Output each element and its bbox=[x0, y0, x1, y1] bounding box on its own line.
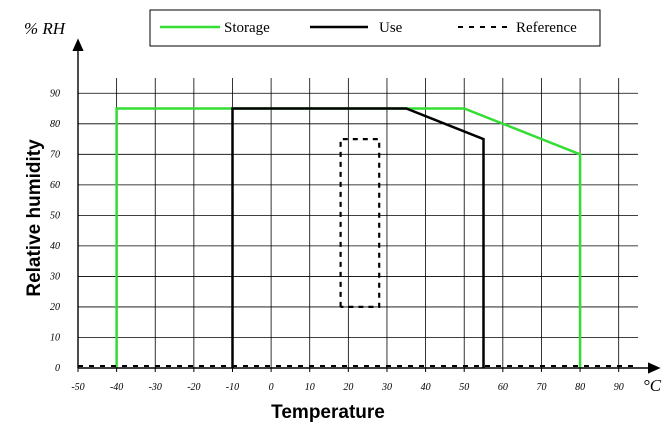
series-layer bbox=[78, 107, 638, 368]
y-tick-label: 20 bbox=[50, 302, 60, 313]
legend-box bbox=[149, 9, 601, 47]
x-tick-label: -30 bbox=[149, 382, 162, 393]
y-tick-labels: 0 10 20 30 40 50 60 70 80 90 bbox=[49, 88, 60, 374]
series-line-reference bbox=[339, 138, 381, 308]
legend-label-storage: Storage bbox=[224, 20, 270, 36]
y-tick-label: 40 bbox=[50, 241, 60, 252]
x-tick-label: -10 bbox=[226, 382, 239, 393]
x-tick-labels: -50 -40 -30 -20 -10 0 10 20 30 40 50 60 70 80 90 bbox=[71, 382, 623, 393]
y-unit-label: % RH bbox=[24, 19, 67, 38]
y-tick-label: 70 bbox=[50, 149, 60, 160]
x-axis-title: Temperature bbox=[271, 402, 385, 423]
x-tick-label: 10 bbox=[305, 382, 315, 393]
series-line-use bbox=[231, 107, 485, 368]
series-line-storage bbox=[115, 107, 582, 368]
x-tick-label: 30 bbox=[381, 382, 392, 393]
legend-label-use: Use bbox=[379, 20, 403, 36]
legend: Storage Use Reference bbox=[149, 9, 601, 47]
x-tick-label: 40 bbox=[421, 382, 431, 393]
x-tick-label: 90 bbox=[614, 382, 624, 393]
y-tick-label: 90 bbox=[50, 88, 60, 99]
x-tick-label: 70 bbox=[536, 382, 546, 393]
x-tick-label: -40 bbox=[110, 382, 123, 393]
x-unit-label: °C bbox=[643, 376, 662, 395]
plot-background bbox=[78, 78, 638, 368]
legend-label-reference: Reference bbox=[516, 20, 577, 36]
y-axis-title: Relative humidity bbox=[24, 139, 45, 297]
x-tick-label: 0 bbox=[269, 382, 274, 393]
y-tick-label: 10 bbox=[50, 332, 60, 343]
y-tick-label: 80 bbox=[50, 119, 60, 130]
x-tick-label: -50 bbox=[71, 382, 84, 393]
x-tick-label: 60 bbox=[498, 382, 508, 393]
x-tick-label: 50 bbox=[459, 382, 469, 393]
x-tick-label: -20 bbox=[187, 382, 200, 393]
y-tick-label: 50 bbox=[50, 210, 60, 221]
y-tick-label: 60 bbox=[50, 180, 60, 191]
axes bbox=[72, 38, 661, 374]
x-tick-label: 80 bbox=[575, 382, 585, 393]
x-tick-label: 20 bbox=[343, 382, 353, 393]
y-tick-label: 0 bbox=[55, 363, 60, 374]
y-tick-label: 30 bbox=[49, 271, 60, 282]
